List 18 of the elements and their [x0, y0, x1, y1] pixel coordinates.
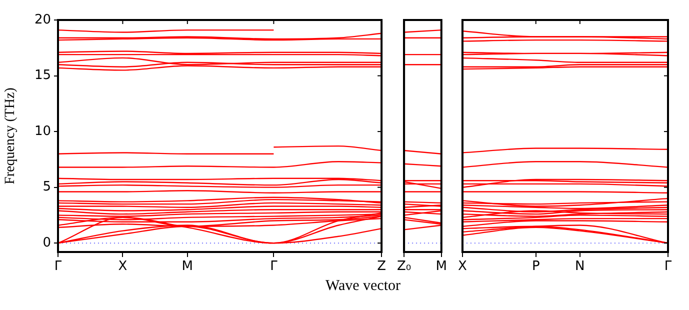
x-tick-label: Γ — [54, 259, 62, 274]
x-tick-label: X — [118, 259, 128, 274]
y-tick-label: 0 — [42, 235, 51, 250]
x-axis-title: Wave vector — [324, 278, 402, 295]
x-tick-label: X — [458, 259, 467, 274]
y-axis-title: Frequency (THz) — [3, 87, 18, 184]
x-tick-label: Z₀ — [396, 259, 412, 274]
y-tick-label: 15 — [34, 68, 51, 84]
y-tick-label: 5 — [42, 180, 51, 195]
x-tick-label: P — [532, 259, 540, 274]
x-tick-label: Γ — [664, 259, 672, 274]
y-tick-label: 20 — [34, 12, 51, 28]
x-tick-label: Z — [377, 259, 386, 274]
x-tick-label: M — [436, 259, 447, 274]
x-tick-label: M — [182, 259, 194, 274]
y-tick-label: 10 — [34, 124, 51, 139]
x-tick-label: Γ — [270, 259, 278, 274]
x-tick-label: N — [575, 259, 585, 274]
